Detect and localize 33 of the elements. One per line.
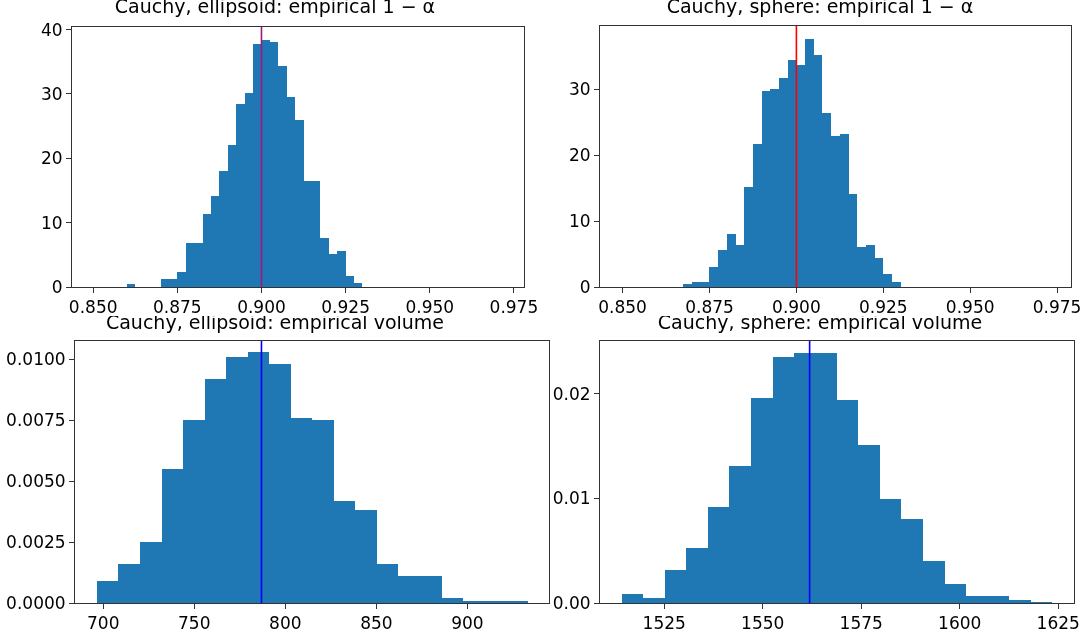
y-tick-label: 30 [40,83,63,104]
y-tick-label: 20 [568,145,591,166]
x-tick-label: 750 [178,613,211,634]
y-tick-label: 0 [579,276,591,297]
x-tick-label: 1525 [642,613,686,634]
x-tick-label: 1550 [741,613,785,634]
y-tick-label: 0.0050 [6,471,66,492]
x-tick-label: 0.850 [598,297,647,318]
x-tick-label: 700 [87,613,120,634]
x-tick-label: 0.975 [1032,297,1082,318]
y-tick-label: 0.0075 [6,410,66,431]
x-tick-label: 0.975 [489,297,539,318]
y-tick-label: 10 [568,211,591,232]
x-tick-label: 900 [451,613,484,634]
x-tick-label: 0.950 [405,297,455,318]
x-tick-label: 850 [360,613,393,634]
x-tick-label: 1625 [1036,613,1080,634]
x-tick-label: 1600 [938,613,982,634]
x-tick-label: 0.900 [772,297,821,318]
y-tick-label: 20 [40,148,63,169]
y-tick-label: 0.0025 [6,532,66,553]
y-tick-label: 0.02 [552,383,591,404]
y-tick-label: 0 [51,276,63,297]
x-tick-label: 1575 [839,613,883,634]
x-tick-label: 0.950 [945,297,995,318]
x-tick-label: 800 [269,613,302,634]
y-tick-label: 40 [40,19,63,40]
y-tick-label: 10 [40,212,63,233]
y-tick-label: 0.0000 [6,592,66,613]
y-tick-label: 0.0100 [6,349,66,370]
y-tick-label: 0.00 [552,592,591,613]
y-tick-label: 30 [568,79,591,100]
y-tick-label: 0.01 [552,488,591,509]
